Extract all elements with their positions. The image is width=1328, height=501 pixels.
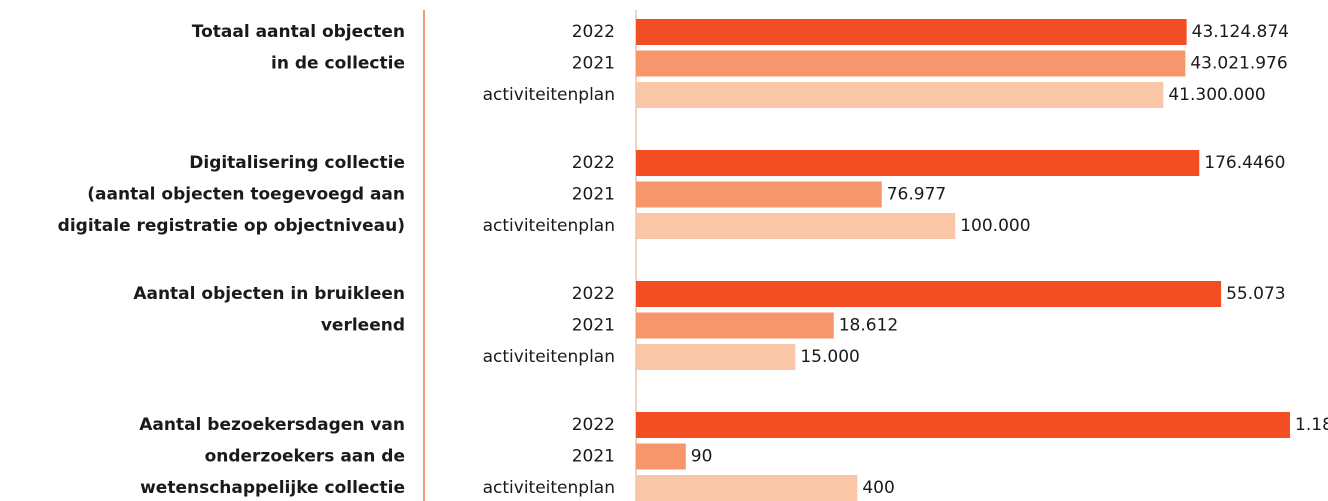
group-label: Totaal aantal objecten: [192, 22, 405, 42]
category-label: 2022: [572, 284, 615, 304]
bar: [636, 281, 1222, 307]
bar: [636, 412, 1291, 438]
bar: [636, 82, 1164, 108]
category-label: 2021: [572, 316, 615, 336]
group-label: Aantal objecten in bruikleen: [133, 284, 405, 304]
category-label: 2021: [572, 447, 615, 467]
value-label: 90: [691, 447, 713, 467]
value-label: 1.182: [1295, 415, 1328, 435]
value-label: 400: [862, 478, 894, 498]
bar: [636, 181, 882, 208]
category-label: activiteitenplan: [483, 216, 615, 236]
group-label: Aantal bezoekersdagen van: [139, 415, 405, 435]
category-label: activiteitenplan: [483, 478, 615, 498]
category-label: 2022: [572, 22, 615, 42]
bar: [636, 312, 834, 339]
category-label: 2021: [572, 185, 615, 205]
group-label: verleend: [321, 316, 405, 336]
group-label: onderzoekers aan de: [205, 447, 405, 467]
value-label: 18.612: [839, 316, 898, 336]
value-label: 43.021.976: [1190, 54, 1287, 74]
group-label: (aantal objecten toegevoegd aan: [87, 185, 405, 205]
value-label: 76.977: [887, 185, 946, 205]
group-label: Digitalisering collectie: [189, 153, 405, 173]
value-label: 15.000: [800, 347, 859, 367]
bar: [636, 19, 1187, 45]
category-label: 2022: [572, 153, 615, 173]
category-label: 2022: [572, 415, 615, 435]
bar: [636, 50, 1186, 77]
value-label: 176.4460: [1204, 153, 1285, 173]
category-label: activiteitenplan: [483, 85, 615, 105]
value-label: 100.000: [960, 216, 1030, 236]
bar: [636, 475, 858, 501]
group-label: digitale registratie op objectniveau): [58, 216, 405, 236]
value-label: 55.073: [1226, 284, 1285, 304]
category-label: 2021: [572, 54, 615, 74]
value-label: 41.300.000: [1168, 85, 1265, 105]
bar: [636, 213, 956, 239]
group-label: wetenschappelijke collectie: [140, 478, 405, 498]
bar: [636, 150, 1200, 176]
bar: [636, 443, 686, 470]
group-label: in de collectie: [271, 54, 405, 74]
value-label: 43.124.874: [1192, 22, 1289, 42]
category-label: activiteitenplan: [483, 347, 615, 367]
bar: [636, 344, 796, 370]
